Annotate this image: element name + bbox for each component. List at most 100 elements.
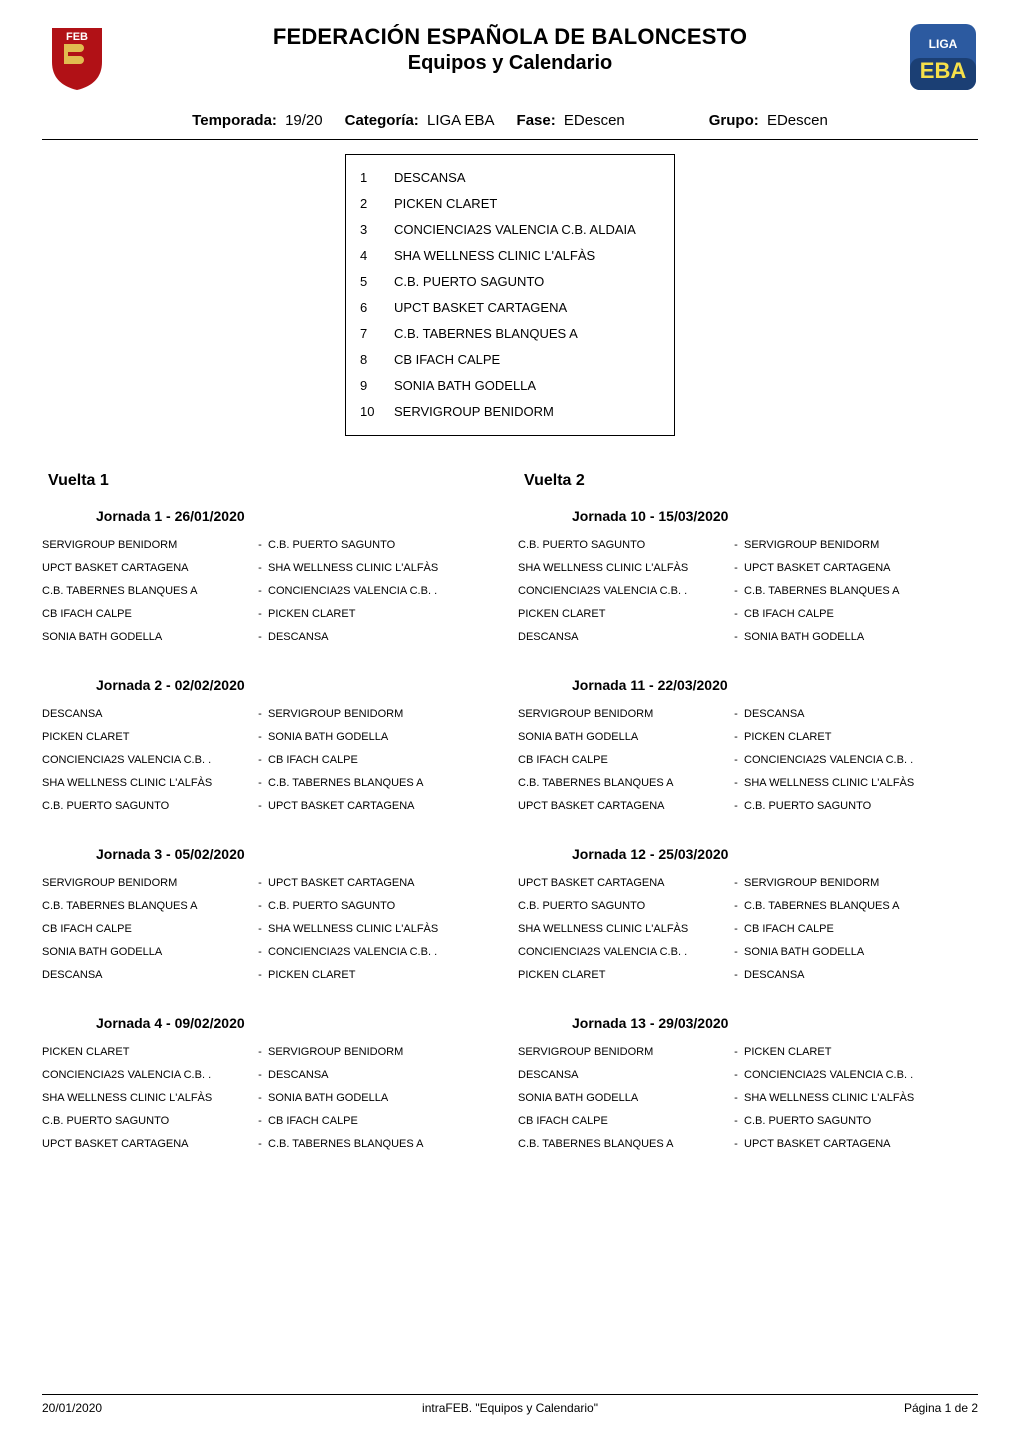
match-away: SHA WELLNESS CLINIC L'ALFÀS xyxy=(268,918,502,941)
match-row: CONCIENCIA2S VALENCIA C.B. .-DESCANSA xyxy=(42,1064,502,1087)
match-separator: - xyxy=(252,918,268,941)
match-row: CONCIENCIA2S VALENCIA C.B. .-C.B. TABERN… xyxy=(518,580,978,603)
feb-shield-icon: FEB xyxy=(42,22,112,92)
round-col-right: Vuelta 2 Jornada 10 - 15/03/2020C.B. PUE… xyxy=(510,472,978,1184)
match-row: UPCT BASKET CARTAGENA-C.B. PUERTO SAGUNT… xyxy=(518,795,978,818)
match-away: DESCANSA xyxy=(268,1064,502,1087)
match-home: DESCANSA xyxy=(42,964,252,987)
liga-label: LIGA xyxy=(929,37,958,51)
page-title: FEDERACIÓN ESPAÑOLA DE BALONCESTO xyxy=(112,24,908,50)
team-row: 6UPCT BASKET CARTAGENA xyxy=(360,295,660,321)
temporada-label: Temporada: xyxy=(192,112,277,129)
match-away: SONIA BATH GODELLA xyxy=(744,941,978,964)
team-name: SERVIGROUP BENIDORM xyxy=(394,399,554,425)
match-away: SERVIGROUP BENIDORM xyxy=(744,872,978,895)
match-away: C.B. TABERNES BLANQUES A xyxy=(268,772,502,795)
jornadas-left: Jornada 1 - 26/01/2020 SERVIGROUP BENIDOR… xyxy=(42,508,502,1156)
vuelta-2-title: Vuelta 2 xyxy=(524,472,978,490)
jornada-title: Jornada 1 - 26/01/2020 xyxy=(96,508,502,524)
match-row: DESCANSA-SONIA BATH GODELLA xyxy=(518,626,978,649)
match-row: PICKEN CLARET-SERVIGROUP BENIDORM xyxy=(42,1041,502,1064)
match-separator: - xyxy=(728,795,744,818)
team-number: 10 xyxy=(360,399,380,425)
match-away: PICKEN CLARET xyxy=(268,964,502,987)
match-home: C.B. PUERTO SAGUNTO xyxy=(518,534,728,557)
match-away: CONCIENCIA2S VALENCIA C.B. . xyxy=(744,1064,978,1087)
meta-spacer xyxy=(647,112,687,129)
match-away: PICKEN CLARET xyxy=(744,1041,978,1064)
match-row: SHA WELLNESS CLINIC L'ALFÀS-UPCT BASKET … xyxy=(518,557,978,580)
team-name: C.B. TABERNES BLANQUES A xyxy=(394,321,578,347)
temporada-value: 19/20 xyxy=(285,112,323,129)
meta-grupo: Grupo: EDescen xyxy=(709,112,828,129)
meta-temporada: Temporada: 19/20 xyxy=(192,112,322,129)
header-rule xyxy=(42,139,978,140)
match-home: CB IFACH CALPE xyxy=(42,603,252,626)
team-row: 3CONCIENCIA2S VALENCIA C.B. ALDAIA xyxy=(360,217,660,243)
categoria-label: Categoría: xyxy=(345,112,419,129)
match-separator: - xyxy=(728,626,744,649)
jornada-block: Jornada 13 - 29/03/2020 SERVIGROUP BENIDO… xyxy=(518,1015,978,1156)
match-home: CONCIENCIA2S VALENCIA C.B. . xyxy=(42,1064,252,1087)
liga-eba-icon: LIGA EBA xyxy=(908,22,978,92)
page: FEB FEDERACIÓN ESPAÑOLA DE BALONCESTO Eq… xyxy=(0,0,1020,1443)
team-name: PICKEN CLARET xyxy=(394,191,497,217)
match-separator: - xyxy=(252,557,268,580)
match-separator: - xyxy=(252,964,268,987)
match-away: C.B. PUERTO SAGUNTO xyxy=(744,1110,978,1133)
match-home: SONIA BATH GODELLA xyxy=(42,941,252,964)
team-name: CONCIENCIA2S VALENCIA C.B. ALDAIA xyxy=(394,217,636,243)
match-away: CB IFACH CALPE xyxy=(744,603,978,626)
match-home: C.B. TABERNES BLANQUES A xyxy=(42,895,252,918)
match-home: C.B. TABERNES BLANQUES A xyxy=(518,772,728,795)
match-separator: - xyxy=(728,603,744,626)
match-separator: - xyxy=(728,534,744,557)
match-separator: - xyxy=(728,918,744,941)
match-away: CB IFACH CALPE xyxy=(744,918,978,941)
match-separator: - xyxy=(728,580,744,603)
match-away: SHA WELLNESS CLINIC L'ALFÀS xyxy=(744,1087,978,1110)
title-block: FEDERACIÓN ESPAÑOLA DE BALONCESTO Equipo… xyxy=(112,22,908,75)
match-home: UPCT BASKET CARTAGENA xyxy=(42,1133,252,1156)
match-separator: - xyxy=(728,726,744,749)
match-home: UPCT BASKET CARTAGENA xyxy=(518,872,728,895)
match-away: SERVIGROUP BENIDORM xyxy=(268,1041,502,1064)
page-subtitle: Equipos y Calendario xyxy=(112,52,908,75)
jornada-block: Jornada 3 - 05/02/2020SERVIGROUP BENIDOR… xyxy=(42,846,502,987)
vuelta-1-title: Vuelta 1 xyxy=(48,472,502,490)
team-row: 5C.B. PUERTO SAGUNTO xyxy=(360,269,660,295)
jornadas-right: Jornada 10 - 15/03/2020C.B. PUERTO SAGUN… xyxy=(518,508,978,1156)
match-separator: - xyxy=(252,795,268,818)
match-home: CB IFACH CALPE xyxy=(42,918,252,941)
match-home: DESCANSA xyxy=(518,1064,728,1087)
match-row: SHA WELLNESS CLINIC L'ALFÀS-C.B. TABERNE… xyxy=(42,772,502,795)
match-away: SONIA BATH GODELLA xyxy=(744,626,978,649)
match-away: CONCIENCIA2S VALENCIA C.B. . xyxy=(268,580,502,603)
match-home: CB IFACH CALPE xyxy=(518,749,728,772)
match-row: DESCANSA-SERVIGROUP BENIDORM xyxy=(42,703,502,726)
match-away: UPCT BASKET CARTAGENA xyxy=(268,795,502,818)
match-away: CB IFACH CALPE xyxy=(268,749,502,772)
jornada-block: Jornada 12 - 25/03/2020UPCT BASKET CARTA… xyxy=(518,846,978,987)
team-row: 8CB IFACH CALPE xyxy=(360,347,660,373)
match-row: CB IFACH CALPE-SHA WELLNESS CLINIC L'ALF… xyxy=(42,918,502,941)
team-number: 2 xyxy=(360,191,380,217)
match-separator: - xyxy=(252,895,268,918)
match-row: C.B. TABERNES BLANQUES A-CONCIENCIA2S VA… xyxy=(42,580,502,603)
match-home: DESCANSA xyxy=(518,626,728,649)
match-row: SERVIGROUP BENIDORM-PICKEN CLARET xyxy=(518,1041,978,1064)
match-home: C.B. PUERTO SAGUNTO xyxy=(42,1110,252,1133)
team-number: 9 xyxy=(360,373,380,399)
match-separator: - xyxy=(252,941,268,964)
match-row: SERVIGROUP BENIDORM-UPCT BASKET CARTAGEN… xyxy=(42,872,502,895)
match-away: SONIA BATH GODELLA xyxy=(268,726,502,749)
match-row: CB IFACH CALPE-C.B. PUERTO SAGUNTO xyxy=(518,1110,978,1133)
team-number: 1 xyxy=(360,165,380,191)
team-number: 4 xyxy=(360,243,380,269)
rounds: Vuelta 1 Jornada 1 - 26/01/2020 SERVIGROU… xyxy=(42,472,978,1184)
jornada-title: Jornada 13 - 29/03/2020 xyxy=(572,1015,978,1031)
match-separator: - xyxy=(728,557,744,580)
team-number: 5 xyxy=(360,269,380,295)
match-separator: - xyxy=(728,1110,744,1133)
match-home: PICKEN CLARET xyxy=(42,726,252,749)
